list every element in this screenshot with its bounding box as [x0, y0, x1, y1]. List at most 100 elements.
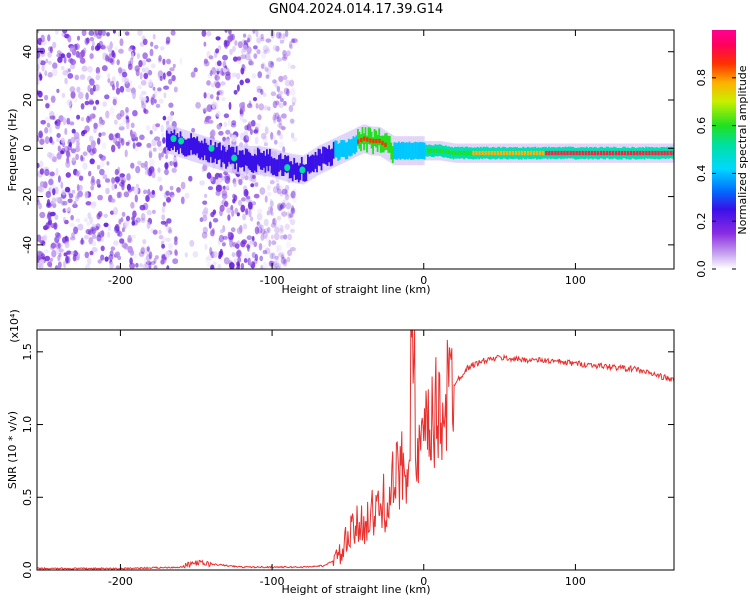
noise-speck — [105, 178, 111, 183]
noise-speck — [253, 193, 260, 199]
noise-speck — [266, 210, 271, 216]
noise-speck — [146, 125, 150, 131]
noise-speck — [135, 217, 141, 223]
noise-speck — [233, 258, 237, 264]
noise-speck — [220, 81, 226, 86]
ridge-cell — [393, 142, 396, 160]
noise-speck — [277, 35, 284, 40]
noise-speck — [114, 223, 120, 232]
noise-speck — [158, 55, 162, 62]
noise-speck — [89, 53, 94, 60]
noise-speck — [108, 53, 112, 59]
noise-speck — [260, 33, 264, 40]
ridge-peak — [369, 138, 372, 143]
noise-speck — [115, 265, 120, 269]
noise-speck — [142, 191, 146, 197]
noise-speck — [147, 188, 151, 196]
ridge-cell — [270, 156, 273, 174]
ridge-peak — [484, 150, 487, 156]
noise-speck — [115, 140, 120, 147]
ridge-cell — [197, 140, 200, 158]
noise-speck — [118, 137, 123, 143]
noise-speck — [247, 257, 251, 266]
noise-speck — [173, 162, 178, 168]
noise-speck — [151, 138, 157, 147]
noise-speck — [249, 128, 253, 135]
ridge-peak — [384, 142, 387, 147]
noise-speck — [287, 249, 293, 256]
noise-speck — [92, 106, 97, 111]
spectrogram-y-label: Frequency (Hz) — [6, 109, 19, 192]
ridge-cell — [212, 145, 215, 163]
colorbar-tick-label: 0.2 — [695, 212, 708, 230]
noise-speck — [281, 113, 287, 119]
noise-speck — [103, 213, 108, 218]
noise-speck — [219, 229, 224, 234]
ridge-cell — [191, 137, 194, 155]
noise-speck — [140, 245, 146, 253]
noise-speck — [224, 30, 228, 33]
ridge-cell — [378, 128, 381, 146]
noise-speck — [44, 116, 50, 122]
ridge-cell — [363, 133, 365, 151]
noise-speck — [37, 30, 40, 34]
ridge-cell — [402, 142, 405, 159]
noise-speck — [107, 224, 112, 231]
noise-speck — [138, 84, 142, 90]
x-tick-label: 100 — [565, 575, 586, 588]
noise-speck — [289, 43, 294, 50]
noise-speck — [272, 217, 277, 226]
noise-speck — [206, 261, 212, 268]
noise-speck — [37, 77, 40, 85]
noise-speck — [64, 219, 69, 225]
noise-speck — [165, 237, 171, 243]
ridge-cell — [296, 162, 299, 180]
noise-speck — [140, 213, 146, 221]
ridge-peak — [569, 150, 572, 156]
noise-speck — [276, 224, 282, 230]
noise-speck — [283, 87, 289, 95]
noise-speck — [264, 126, 269, 135]
noise-speck — [45, 58, 49, 64]
noise-speck — [52, 187, 56, 196]
noise-speck — [271, 240, 277, 246]
noise-speck — [221, 242, 226, 247]
noise-speck — [229, 239, 234, 248]
noise-speck — [271, 252, 276, 260]
noise-speck — [250, 261, 256, 269]
noise-speck — [106, 231, 111, 238]
noise-speck — [95, 74, 101, 81]
noise-speck — [212, 261, 217, 266]
noise-speck — [49, 136, 53, 144]
noise-speck — [115, 132, 121, 139]
noise-speck — [101, 142, 107, 150]
noise-speck — [45, 103, 50, 109]
noise-speck — [282, 33, 286, 39]
noise-speck — [126, 237, 133, 244]
noise-speck — [77, 51, 84, 59]
ridge-cell — [361, 127, 364, 144]
noise-speck — [38, 202, 42, 210]
ridge-cell — [261, 153, 264, 170]
noise-speck — [214, 74, 220, 81]
ridge-cell — [281, 159, 283, 176]
noise-speck — [98, 119, 103, 127]
noise-speck — [124, 77, 130, 85]
noise-speck — [105, 55, 109, 62]
noise-speck — [272, 100, 278, 109]
noise-speck — [201, 231, 208, 239]
noise-speck — [103, 222, 109, 228]
ridge-cell — [598, 147, 600, 160]
noise-speck — [286, 211, 291, 216]
noise-speck — [271, 265, 277, 269]
snr-x-label: Height of straight line (km) — [281, 583, 430, 596]
noise-speck — [242, 33, 247, 38]
noise-speck — [148, 159, 155, 167]
noise-speck — [136, 53, 141, 59]
noise-speck — [57, 265, 61, 269]
noise-speck — [73, 131, 80, 140]
ridge-cell — [190, 133, 192, 151]
y-tick-label: 1.0 — [21, 416, 34, 434]
noise-speck — [280, 224, 284, 232]
noise-speck — [138, 60, 143, 68]
